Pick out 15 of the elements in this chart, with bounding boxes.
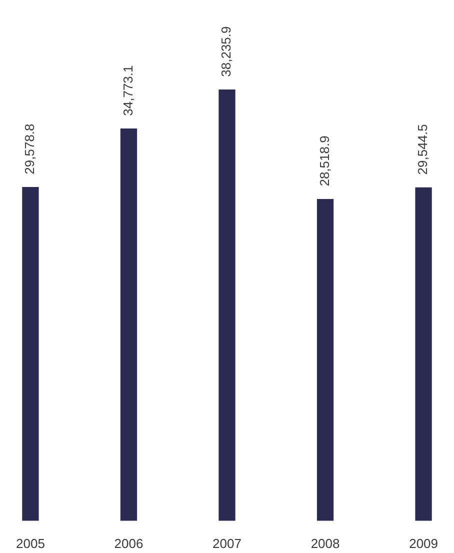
bar — [22, 187, 39, 521]
data-label: 28,518.9 — [316, 136, 332, 186]
x-tick-label: 2007 — [212, 536, 242, 551]
x-tick-label: 2009 — [409, 536, 438, 551]
data-label: 29,578.8 — [22, 124, 38, 174]
x-tick-label: 2008 — [310, 536, 340, 551]
bar — [316, 198, 334, 521]
data-label: 34,773.1 — [120, 65, 136, 116]
data-label: 38,235.9 — [218, 26, 234, 77]
x-tick-label: 2006 — [114, 536, 144, 551]
bar — [120, 128, 138, 521]
x-tick-label: 2005 — [16, 536, 45, 551]
data-label: 29,544.5 — [415, 124, 430, 175]
bar — [218, 90, 236, 521]
bar — [415, 187, 432, 521]
